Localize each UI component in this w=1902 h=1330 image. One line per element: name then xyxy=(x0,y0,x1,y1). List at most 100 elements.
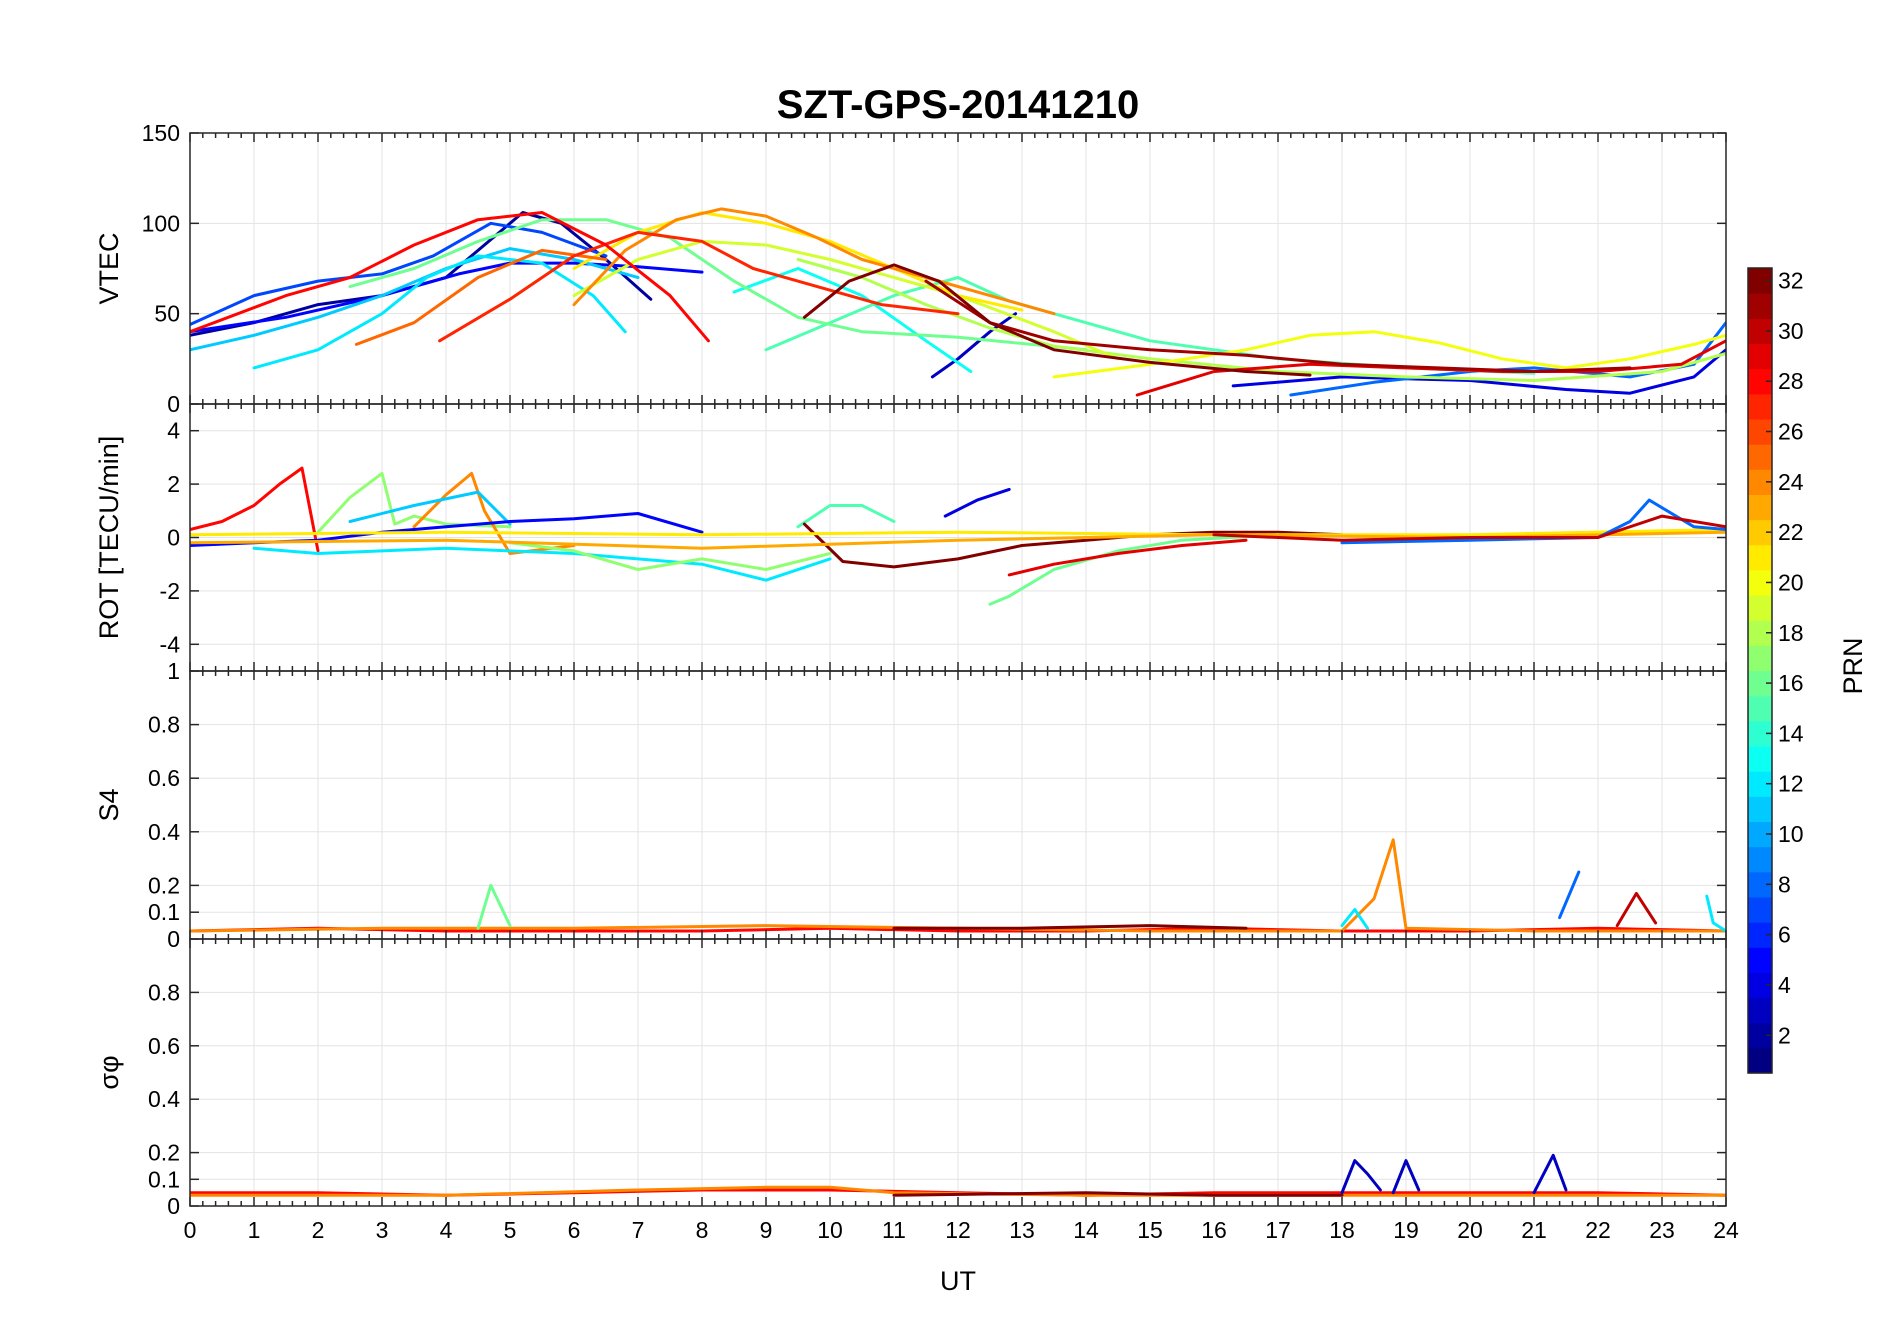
y-tick-label: 2 xyxy=(167,471,180,497)
colorbar-tick-label: 22 xyxy=(1778,519,1804,545)
series-prn-24 xyxy=(190,838,1726,933)
x-tick-label: 7 xyxy=(632,1217,645,1243)
y-tick-label: 1 xyxy=(167,658,180,684)
series-prn-3 xyxy=(1532,1153,1568,1195)
y-tick-label: 0 xyxy=(167,926,180,952)
x-tick-label: 13 xyxy=(1009,1217,1035,1243)
x-tick-label: 23 xyxy=(1649,1217,1675,1243)
panel-rot: -4 -2 0 2 4 ROT [TECU/min] xyxy=(94,403,1727,672)
colorbar-tick-label: 24 xyxy=(1778,469,1804,495)
series-prn-4 xyxy=(943,487,1011,518)
y-tick-label: 0.8 xyxy=(148,979,180,1005)
colorbar-segment xyxy=(1748,896,1772,923)
grid-sigphi xyxy=(189,939,1727,1207)
y-tick-label: 0.4 xyxy=(148,1086,180,1112)
y-tick-label: 0 xyxy=(167,391,180,417)
panel-s4: 00.10.2 0.4 0.6 0.8 1 S4 xyxy=(94,658,1727,952)
colorbar-tick-label: 16 xyxy=(1778,670,1804,696)
x-tick-label: 16 xyxy=(1201,1217,1227,1243)
series-prn-8 xyxy=(1289,321,1726,397)
series-prn-21 xyxy=(572,211,1024,312)
colorbar-segment xyxy=(1748,846,1772,873)
series-prn-31 xyxy=(924,279,1632,373)
x-axis-label: UT xyxy=(940,1266,976,1296)
x-tick-label: 21 xyxy=(1521,1217,1547,1243)
y-axis-label-vtec: VTEC xyxy=(94,232,124,304)
y-tick-label: 0.1 xyxy=(148,899,180,925)
series-prn-12 xyxy=(1705,894,1726,933)
colorbar-segment xyxy=(1748,997,1772,1024)
x-tick-label: 19 xyxy=(1393,1217,1419,1243)
series-prn-27 xyxy=(438,230,960,343)
colorbar-tick-label: 6 xyxy=(1778,922,1791,948)
x-tick-label: 5 xyxy=(504,1217,517,1243)
series-prn-32 xyxy=(802,263,1312,377)
colorbar-tick-label: 4 xyxy=(1778,972,1791,998)
y-tick-label: -2 xyxy=(160,578,180,604)
series-prn-32 xyxy=(892,924,1248,930)
y-tick-label: 0.8 xyxy=(148,712,180,738)
x-tick-label: 2 xyxy=(312,1217,325,1243)
colorbar-segment xyxy=(1748,796,1772,823)
series-group-sigphi xyxy=(190,1153,1726,1197)
colorbar-segment xyxy=(1748,745,1772,772)
series-prn-24 xyxy=(572,207,1056,316)
colorbar-segment xyxy=(1748,293,1772,319)
colorbar-segment xyxy=(1748,1047,1772,1074)
series-prn-25 xyxy=(354,248,608,346)
x-tick-label: 10 xyxy=(817,1217,843,1243)
series-prn-17 xyxy=(508,541,832,571)
panel-vtec: 0 50 100 150 VTEC xyxy=(94,120,1727,417)
x-tick-label: 9 xyxy=(760,1217,773,1243)
x-tick-label: 18 xyxy=(1329,1217,1355,1243)
series-prn-3 xyxy=(930,312,1018,379)
x-tick-label: 24 xyxy=(1713,1217,1739,1243)
series-prn-21 xyxy=(190,528,1726,537)
y-tick-label: -4 xyxy=(160,631,181,657)
series-prn-32 xyxy=(892,1191,1344,1197)
colorbar-label: PRN xyxy=(1838,637,1868,694)
series-prn-11 xyxy=(190,247,640,352)
colorbar-tick-label: 8 xyxy=(1778,871,1791,897)
colorbar-segment xyxy=(1748,494,1772,521)
x-tick-label: 3 xyxy=(376,1217,389,1243)
ticks-s4: 00.10.2 0.4 0.6 0.8 1 xyxy=(148,658,1727,952)
x-tick-label: 17 xyxy=(1265,1217,1291,1243)
series-prn-3 xyxy=(1340,1159,1382,1195)
colorbar-frame xyxy=(1747,267,1773,1074)
y-tick-label: 4 xyxy=(167,418,180,444)
chart-title: SZT-GPS-20141210 xyxy=(777,83,1139,127)
y-tick-label: 0.2 xyxy=(148,1140,180,1166)
x-tick-label: 4 xyxy=(440,1217,453,1243)
series-group-vtec xyxy=(190,207,1726,397)
series-prn-12 xyxy=(252,546,832,582)
colorbar-segment xyxy=(1748,393,1772,420)
y-tick-label: 0.4 xyxy=(148,819,180,845)
colorbar-segment xyxy=(1748,544,1772,571)
x-tick-label: 12 xyxy=(945,1217,971,1243)
colorbar-tick-label: 18 xyxy=(1778,620,1804,646)
series-prn-15 xyxy=(796,504,896,529)
y-tick-label: 100 xyxy=(142,210,180,236)
y-tick-label: 50 xyxy=(154,301,180,327)
x-tick-labels: 0 1 2 3 4 5 6 7 8 9 10 11 12 13 14 15 16 17 18 19 20 21 22 23 24 xyxy=(184,1217,1739,1243)
colorbar-segment xyxy=(1748,695,1772,722)
y-axis-label-sigphi: σφ xyxy=(94,1055,124,1089)
series-prn-28 xyxy=(190,211,710,343)
colorbar-segment xyxy=(1748,595,1772,621)
x-tick-label: 6 xyxy=(568,1217,581,1243)
y-tick-label: 150 xyxy=(142,120,180,146)
series-prn-12 xyxy=(1340,908,1370,930)
series-prn-16 xyxy=(476,883,512,930)
y-tick-label: 0.1 xyxy=(148,1166,180,1192)
series-prn-8 xyxy=(1558,870,1581,920)
y-tick-label: 0 xyxy=(167,1193,180,1219)
colorbar-tick-label: 32 xyxy=(1778,268,1804,294)
x-tick-label: 15 xyxy=(1137,1217,1163,1243)
series-prn-30 xyxy=(1615,891,1658,928)
x-tick-label: 14 xyxy=(1073,1217,1099,1243)
colorbar-tick-label: 30 xyxy=(1778,318,1804,344)
series-group-rot xyxy=(190,466,1726,606)
